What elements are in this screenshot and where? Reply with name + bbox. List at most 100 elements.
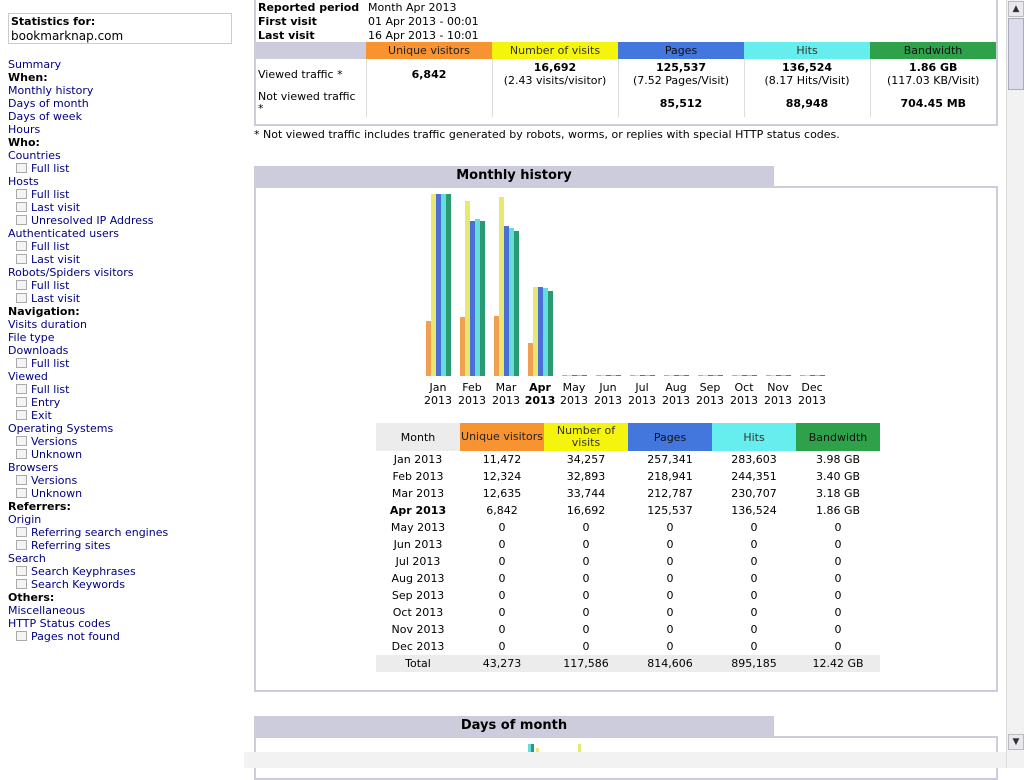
menu-label: When: bbox=[8, 71, 48, 84]
page-icon bbox=[16, 449, 27, 459]
history-value-cell: 0 bbox=[666, 606, 674, 619]
x-tick-month: Oct bbox=[734, 381, 754, 394]
bar-bandwidth-dec bbox=[820, 375, 825, 376]
menu-link-unresolved-ip-address[interactable]: Unresolved IP Address bbox=[16, 214, 154, 227]
history-value-cell: 0 bbox=[498, 640, 506, 653]
bar-unique-visitors-jan bbox=[426, 321, 431, 376]
menu-link-browsers[interactable]: Browsers bbox=[8, 461, 58, 474]
scroll-up-icon[interactable]: ▲ bbox=[1008, 1, 1024, 17]
menu-link-unknown[interactable]: Unknown bbox=[16, 487, 82, 500]
menu-label: Versions bbox=[31, 435, 78, 448]
bar-unique-visitors-jun bbox=[596, 375, 601, 376]
page-icon bbox=[16, 579, 27, 589]
menu-link-miscellaneous[interactable]: Miscellaneous bbox=[8, 604, 85, 617]
history-month-cell: Total bbox=[376, 655, 460, 672]
menu-link-full-list[interactable]: Full list bbox=[16, 240, 69, 253]
menu-section-when: When: bbox=[8, 71, 48, 84]
x-tick-month: May bbox=[563, 381, 586, 394]
x-tick-year: 2013 bbox=[458, 394, 486, 407]
menu-link-pages-not-found[interactable]: Pages not found bbox=[16, 630, 120, 643]
menu-link-last-visit[interactable]: Last visit bbox=[16, 201, 80, 214]
history-value-cell: 0 bbox=[834, 589, 842, 602]
bar-number-of-visits-dec bbox=[805, 375, 810, 376]
history-value-cell: 283,603 bbox=[731, 453, 777, 466]
menu-link-file-type[interactable]: File type bbox=[8, 331, 54, 344]
page-icon bbox=[16, 163, 27, 173]
menu-label: Robots/Spiders visitors bbox=[8, 266, 134, 279]
menu-label: Unknown bbox=[31, 448, 83, 461]
menu-link-full-list[interactable]: Full list bbox=[16, 357, 69, 370]
not-viewed-unique bbox=[365, 89, 492, 117]
footnote: * Not viewed traffic includes traffic ge… bbox=[254, 128, 840, 141]
history-value-cell: 0 bbox=[750, 589, 758, 602]
menu-link-origin[interactable]: Origin bbox=[8, 513, 41, 526]
menu-link-hosts[interactable]: Hosts bbox=[8, 175, 39, 188]
history-value-cell: 0 bbox=[834, 572, 842, 585]
menu-link-monthly-history[interactable]: Monthly history bbox=[8, 84, 93, 97]
history-value-cell: 0 bbox=[498, 538, 506, 551]
history-value-cell: 0 bbox=[750, 555, 758, 568]
menu-link-last-visit[interactable]: Last visit bbox=[16, 292, 80, 305]
menu-link-full-list[interactable]: Full list bbox=[16, 162, 69, 175]
menu-link-last-visit[interactable]: Last visit bbox=[16, 253, 80, 266]
menu-label: Full list bbox=[31, 383, 70, 396]
menu-link-versions[interactable]: Versions bbox=[16, 435, 77, 448]
history-row: Aug 2013 0 0 0 0 0 bbox=[376, 570, 880, 587]
menu-link-authenticated-users[interactable]: Authenticated users bbox=[8, 227, 119, 240]
menu-link-hours[interactable]: Hours bbox=[8, 123, 40, 136]
history-value-cell: 136,524 bbox=[731, 504, 777, 517]
vertical-scrollbar[interactable]: ▲ ▼ bbox=[1006, 0, 1024, 768]
menu-link-versions[interactable]: Versions bbox=[16, 474, 77, 487]
bar-hits-jan bbox=[441, 194, 446, 376]
menu-link-search-keyphrases[interactable]: Search Keyphrases bbox=[16, 565, 136, 578]
page-icon bbox=[16, 293, 27, 303]
menu-link-days-of-month[interactable]: Days of month bbox=[8, 97, 89, 110]
history-value-cell: 0 bbox=[582, 521, 590, 534]
menu-link-visits-duration[interactable]: Visits duration bbox=[8, 318, 87, 331]
bar-hits-sep bbox=[713, 375, 718, 376]
menu-label: Entry bbox=[31, 396, 61, 409]
menu-link-search[interactable]: Search bbox=[8, 552, 46, 565]
scroll-down-icon[interactable]: ▼ bbox=[1008, 734, 1024, 750]
history-header-row: Month Unique visitors Number of visits P… bbox=[376, 423, 880, 451]
menu-link-operating-systems[interactable]: Operating Systems bbox=[8, 422, 113, 435]
monthly-history-chart: Jan2013Feb2013Mar2013Apr2013May2013Jun20… bbox=[424, 194, 826, 407]
history-value-cell: 32,893 bbox=[566, 470, 606, 483]
page-icon bbox=[16, 384, 27, 394]
history-value-cell: 0 bbox=[666, 589, 674, 602]
menu-label: Full list bbox=[31, 240, 70, 253]
menu-link-downloads[interactable]: Downloads bbox=[8, 344, 68, 357]
menu-label: Versions bbox=[31, 474, 78, 487]
menu-link-summary[interactable]: Summary bbox=[8, 58, 61, 71]
history-value-cell: 3.40 GB bbox=[815, 470, 861, 483]
menu-label: Full list bbox=[31, 279, 70, 292]
horizontal-scrollbar[interactable] bbox=[244, 752, 1006, 768]
menu-link-countries[interactable]: Countries bbox=[8, 149, 61, 162]
menu-link-days-of-week[interactable]: Days of week bbox=[8, 110, 82, 123]
menu-link-exit[interactable]: Exit bbox=[16, 409, 52, 422]
menu-link-unknown[interactable]: Unknown bbox=[16, 448, 82, 461]
menu-link-http-status-codes[interactable]: HTTP Status codes bbox=[8, 617, 110, 630]
history-header-month: Month bbox=[376, 423, 460, 451]
history-value-cell: 12.42 GB bbox=[796, 655, 880, 672]
bar-bandwidth-feb bbox=[480, 221, 485, 376]
menu-label: Referring search engines bbox=[31, 526, 169, 539]
menu-link-full-list[interactable]: Full list bbox=[16, 383, 69, 396]
menu-link-viewed[interactable]: Viewed bbox=[8, 370, 48, 383]
page-icon bbox=[16, 202, 27, 212]
history-row: Jul 2013 0 0 0 0 0 bbox=[376, 553, 880, 570]
menu-link-search-keywords[interactable]: Search Keywords bbox=[16, 578, 125, 591]
bar-hits-apr bbox=[543, 288, 548, 376]
menu-link-robots-spiders-visitors[interactable]: Robots/Spiders visitors bbox=[8, 266, 134, 279]
history-value-cell: 6,842 bbox=[486, 504, 518, 517]
scroll-thumb[interactable] bbox=[1008, 18, 1024, 90]
menu-link-referring-search-engines[interactable]: Referring search engines bbox=[16, 526, 168, 539]
history-value-cell: 0 bbox=[582, 606, 590, 619]
menu-link-full-list[interactable]: Full list bbox=[16, 279, 69, 292]
bar-unique-visitors-may bbox=[562, 375, 567, 376]
menu-link-referring-sites[interactable]: Referring sites bbox=[16, 539, 111, 552]
menu-link-full-list[interactable]: Full list bbox=[16, 188, 69, 201]
not-viewed-pages: 85,512 bbox=[617, 89, 744, 117]
menu-link-entry[interactable]: Entry bbox=[16, 396, 60, 409]
viewed-pages-sub: (7.52 Pages/Visit) bbox=[632, 74, 730, 87]
